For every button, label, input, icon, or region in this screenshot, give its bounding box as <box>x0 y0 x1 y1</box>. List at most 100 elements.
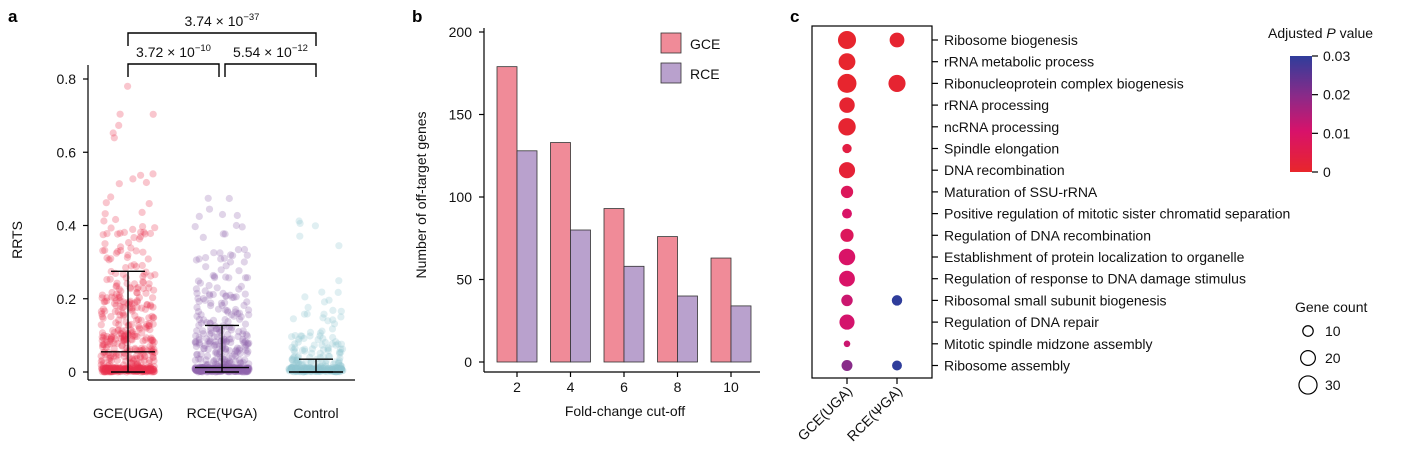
panel-a-point <box>197 367 205 375</box>
panel-a-point <box>241 343 249 351</box>
panel-a-point <box>291 348 299 356</box>
panel-a-point <box>232 293 240 301</box>
panel-a-y-label: RRTS <box>9 221 25 259</box>
panel-a-point <box>116 110 124 118</box>
color-legend-tick-label: 0.02 <box>1323 87 1350 103</box>
panel-a-point <box>147 302 155 310</box>
panel-a-point <box>237 313 245 321</box>
panel-c-term-labels: Ribosome biogenesis rRNA metabolic proces… <box>932 32 1290 374</box>
panel-b-y-tick-label: 100 <box>449 189 473 205</box>
panel-a-point <box>223 358 231 366</box>
panel-a-point <box>195 212 203 220</box>
panel-a-point <box>143 320 151 328</box>
panel-a-point <box>147 272 155 280</box>
panel-b-bar-gce <box>496 66 518 363</box>
panel-c-dot <box>838 53 856 71</box>
panel-a-point <box>128 305 136 314</box>
panel-a-point <box>237 368 246 376</box>
panel-a-point <box>106 367 115 375</box>
panel-a-point <box>131 344 139 352</box>
panel-a-point <box>134 322 143 330</box>
panel-a-point <box>205 205 214 213</box>
panel-a-point <box>193 351 201 359</box>
color-legend-title: Adjusted P value <box>1268 25 1373 41</box>
panel-a-point <box>137 233 145 241</box>
panel-a-point <box>146 335 154 344</box>
panel-a-point <box>219 343 227 352</box>
panel-a-point <box>212 324 221 332</box>
panel-a-point <box>140 353 148 361</box>
panel-a-point <box>199 327 207 335</box>
panel-a-point <box>195 367 203 375</box>
panel-a-point <box>318 341 326 349</box>
panel-a-point <box>134 362 142 370</box>
panel-a-point <box>239 368 247 376</box>
panel-a-point <box>146 364 154 373</box>
panel-a-point <box>120 336 128 344</box>
panel-a-point <box>142 368 151 376</box>
panel-a-point <box>120 349 128 357</box>
panel-a-point <box>229 252 237 260</box>
panel-a-point <box>121 326 129 335</box>
panel-a-point <box>133 367 141 375</box>
panel-a-point <box>192 367 200 375</box>
panel-a-point <box>107 335 115 343</box>
panel-a-point <box>195 340 203 348</box>
panel-a-point <box>331 358 339 366</box>
panel-a-point <box>239 327 247 335</box>
panel-c-dot <box>839 97 855 113</box>
panel-a-point <box>107 313 115 321</box>
panel-a-point <box>243 367 252 375</box>
panel-a-point <box>335 365 343 373</box>
panel-a-point <box>309 364 317 373</box>
panel-a-point <box>205 337 213 345</box>
panel-a-point <box>197 355 205 363</box>
panel-a-point <box>205 340 213 348</box>
panel-a-point <box>334 367 342 375</box>
panel-a-point <box>328 340 336 348</box>
panel-a-y-tick-label: 0.2 <box>57 291 77 307</box>
panel-a-point <box>287 364 295 372</box>
panel-a-point <box>97 357 105 365</box>
panel-a-point <box>288 364 296 372</box>
panel-a-point <box>112 367 120 375</box>
panel-a-point <box>99 367 107 375</box>
panel-a-point <box>147 334 155 342</box>
size-legend-circle <box>1300 350 1316 366</box>
panel-a-point <box>335 277 343 285</box>
panel-a-point <box>202 254 210 262</box>
panel-b-y-tick-label: 150 <box>449 107 473 123</box>
panel-a-point <box>232 305 240 314</box>
panel-a-point <box>110 134 118 142</box>
panel-a-point <box>128 300 136 308</box>
panel-a-point <box>103 368 111 376</box>
panel-a-point <box>325 352 333 360</box>
panel-a-point <box>303 365 311 373</box>
p-value-mantissa: 3.72 × 10 <box>136 44 195 60</box>
panel-a-point <box>213 325 222 333</box>
panel-c-dot <box>889 32 905 48</box>
panel-a-point <box>98 310 106 318</box>
panel-a-point <box>212 325 220 333</box>
panel-a-point <box>298 332 306 340</box>
panel-a-point <box>296 232 304 240</box>
panel-a-point <box>150 362 158 371</box>
panel-a-point <box>110 333 118 341</box>
panel-a-point <box>131 355 139 363</box>
panel-a-point <box>98 333 106 341</box>
panel-a-point <box>234 246 242 254</box>
panel-a-point <box>149 336 157 345</box>
panel-a-point <box>98 356 106 364</box>
panel-a-point <box>208 364 216 372</box>
panel-a-point <box>191 223 199 231</box>
panel-b-bar-chart: b Number of off-target genes Fold-change… <box>412 7 760 419</box>
panel-a-point <box>133 332 141 341</box>
panel-a-point <box>290 353 298 361</box>
panel-a-point <box>296 361 304 369</box>
panel-a-point <box>242 331 250 339</box>
panel-a-point <box>240 258 248 266</box>
panel-a-point <box>289 356 297 364</box>
panel-a-point <box>236 344 244 353</box>
panel-a-point <box>120 228 128 236</box>
panel-a-point <box>145 280 153 288</box>
